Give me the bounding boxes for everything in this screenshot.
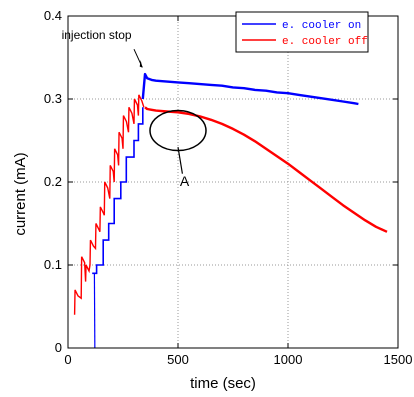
injection-red-line xyxy=(75,95,144,315)
series-layer xyxy=(75,74,387,348)
injection-blue-line xyxy=(92,107,143,273)
x-tick-label: 1500 xyxy=(384,352,413,367)
y-tick-label: 0.2 xyxy=(44,174,62,189)
ticks: 0 500 1000 1500 0 0.1 0.2 0.3 0.4 xyxy=(44,8,413,367)
annotation-a: A xyxy=(180,173,190,189)
legend-label-on: e. cooler on xyxy=(282,20,361,32)
y-axis-label: current (mA) xyxy=(12,152,29,235)
y-tick-label: 0.4 xyxy=(44,8,62,23)
annotation-injection-stop: injection stop xyxy=(62,28,132,42)
grid xyxy=(68,16,398,348)
x-axis-label: time (sec) xyxy=(190,375,256,392)
legend-label-off: e. cooler off xyxy=(282,36,368,48)
y-tick-label: 0.1 xyxy=(44,257,62,272)
y-tick-label: 0 xyxy=(55,340,62,355)
legend: e. cooler on e. cooler off xyxy=(236,12,368,52)
x-tick-label: 0 xyxy=(64,352,71,367)
series-cooler-on-line xyxy=(143,74,359,104)
y-tick-label: 0.3 xyxy=(44,91,62,106)
x-tick-label: 500 xyxy=(167,352,189,367)
x-tick-label: 1000 xyxy=(274,352,303,367)
annotation-arrow-head xyxy=(140,60,143,67)
